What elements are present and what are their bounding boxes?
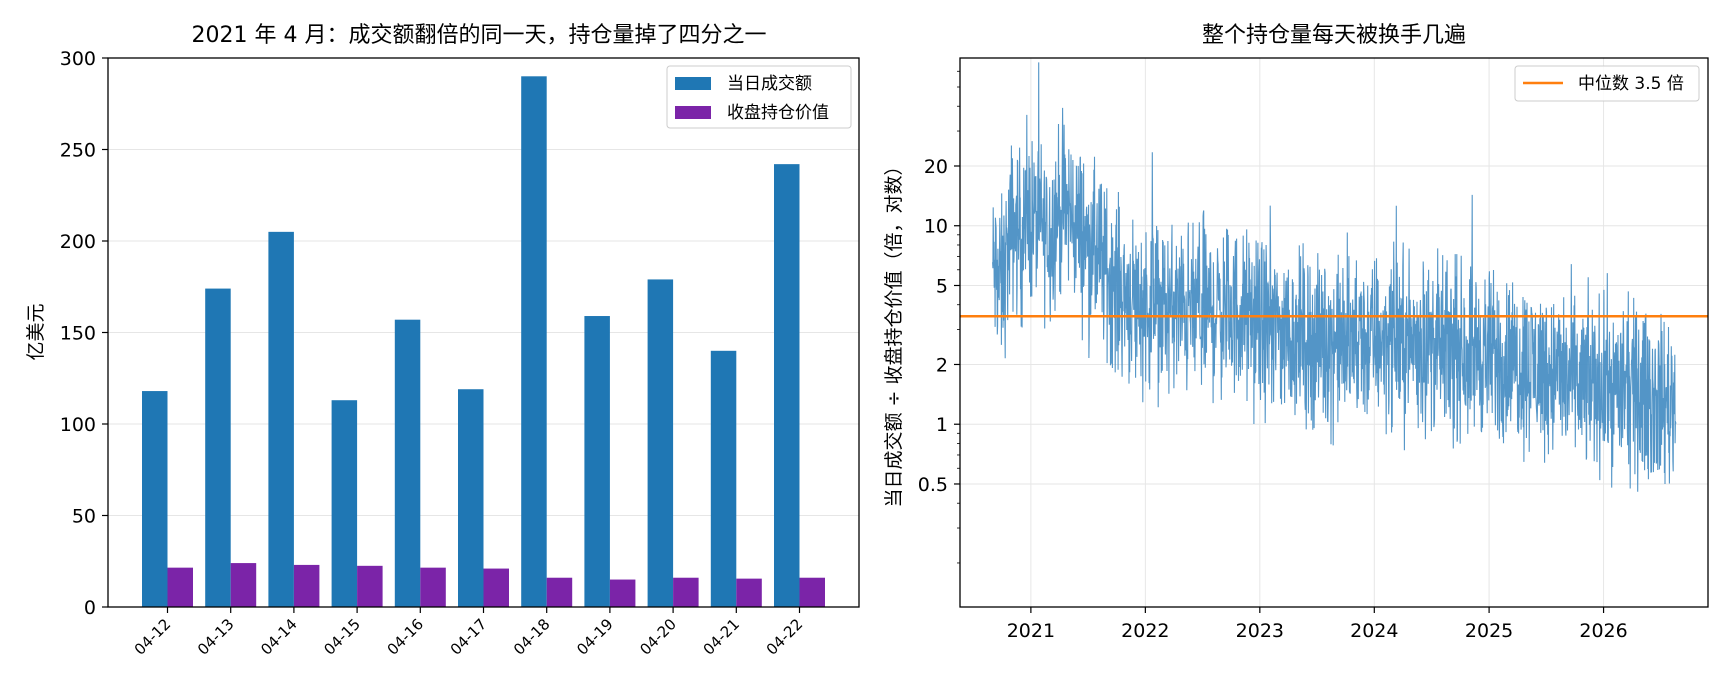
right-y-ticks: 0.5 1 2 5 10 20 <box>918 70 960 564</box>
right-plot-frame <box>959 57 1709 608</box>
left-x-tick-label: 04-21 <box>700 615 744 659</box>
bar-open-interest <box>736 578 762 607</box>
left-y-axis-label: 亿美元 <box>25 303 47 360</box>
left-x-tick-label: 04-18 <box>510 615 554 659</box>
left-x-tick-label: 04-14 <box>257 615 301 659</box>
bar-volume <box>710 350 737 607</box>
left-x-tick-label: 04-13 <box>194 615 238 659</box>
legend-swatch-oi <box>675 106 711 119</box>
legend-swatch-volume <box>675 77 711 90</box>
bar-volume <box>584 316 610 607</box>
bar-volume <box>268 231 294 607</box>
bar-volume <box>331 400 358 607</box>
bar-open-interest <box>673 577 699 607</box>
right-chart: 整个持仓量每天被换手几遍 0.5 1 2 5 10 20 2021 2022 2023 2024… <box>883 23 1709 642</box>
bar-open-interest <box>799 577 825 607</box>
left-x-tick-label: 04-20 <box>636 615 680 659</box>
bar-volume <box>394 319 421 607</box>
right-y-tick-label: 1 <box>936 414 948 436</box>
left-x-tick-label: 04-19 <box>573 615 617 659</box>
left-x-tick-label: 04-12 <box>131 615 175 659</box>
left-bars <box>142 76 825 608</box>
right-y-tick-label: 10 <box>924 216 948 238</box>
bar-open-interest <box>609 579 636 607</box>
left-y-tick-label: 250 <box>60 140 96 162</box>
legend-label-median: 中位数 3.5 倍 <box>1578 74 1684 94</box>
left-x-tick-label: 04-15 <box>320 615 364 659</box>
right-x-ticks: 2021 2022 2023 2024 2025 2026 <box>1007 607 1628 642</box>
bar-open-interest <box>230 563 257 607</box>
bar-volume <box>458 389 484 607</box>
legend-label-volume: 当日成交额 <box>727 74 812 94</box>
left-x-tick-label: 04-16 <box>384 615 428 659</box>
left-y-tick-label: 150 <box>60 323 96 345</box>
left-y-tick-label: 200 <box>60 231 96 253</box>
left-x-tick-label: 04-22 <box>763 615 807 659</box>
left-y-ticks: 0 50 100 150 200 250 300 <box>60 48 108 619</box>
bar-volume <box>142 391 168 607</box>
right-y-tick-label: 2 <box>936 354 948 376</box>
right-x-tick-label: 2022 <box>1121 620 1169 642</box>
bar-volume <box>774 164 800 607</box>
right-y-tick-label: 5 <box>936 275 948 297</box>
right-x-tick-label: 2025 <box>1465 620 1513 642</box>
left-x-tick-label: 04-17 <box>447 615 491 659</box>
left-legend-frame <box>666 65 852 129</box>
right-y-axis-label: 当日成交额 ÷ 收盘持仓价值（倍，对数） <box>883 156 905 507</box>
left-y-tick-label: 0 <box>84 597 96 619</box>
turnover-ratio-line <box>992 62 1677 492</box>
right-chart-title: 整个持仓量每天被换手几遍 <box>1202 23 1466 48</box>
right-y-tick-label: 20 <box>924 156 948 178</box>
bar-open-interest <box>167 567 193 607</box>
right-y-tick-label: 0.5 <box>918 474 948 496</box>
bar-volume <box>205 288 231 607</box>
bar-open-interest <box>293 564 320 607</box>
right-x-tick-label: 2026 <box>1579 620 1627 642</box>
left-chart: 2021 年 4 月：成交额翻倍的同一天，持仓量掉了四分之一 0 50 100 150… <box>25 23 860 659</box>
bar-open-interest <box>546 577 573 607</box>
bar-volume <box>647 279 674 607</box>
left-y-tick-label: 50 <box>72 506 96 528</box>
bar-volume <box>521 76 547 608</box>
right-x-tick-label: 2024 <box>1350 620 1398 642</box>
bar-open-interest <box>357 565 383 607</box>
left-y-tick-label: 300 <box>60 48 96 70</box>
left-chart-title: 2021 年 4 月：成交额翻倍的同一天，持仓量掉了四分之一 <box>192 23 767 48</box>
right-series <box>992 62 1677 492</box>
right-legend-frame <box>1514 65 1700 102</box>
legend-label-oi: 收盘持仓价值 <box>727 103 829 123</box>
left-legend: 当日成交额 收盘持仓价值 <box>666 65 852 129</box>
bar-open-interest <box>420 567 446 607</box>
right-x-tick-label: 2021 <box>1007 620 1055 642</box>
right-x-tick-label: 2023 <box>1236 620 1284 642</box>
right-legend: 中位数 3.5 倍 <box>1514 65 1700 102</box>
left-x-ticks: 04-12 04-13 04-14 04-15 04-16 04-17 04-18 04-19… <box>131 607 807 659</box>
bar-open-interest <box>483 568 509 607</box>
left-y-tick-label: 100 <box>60 414 96 436</box>
